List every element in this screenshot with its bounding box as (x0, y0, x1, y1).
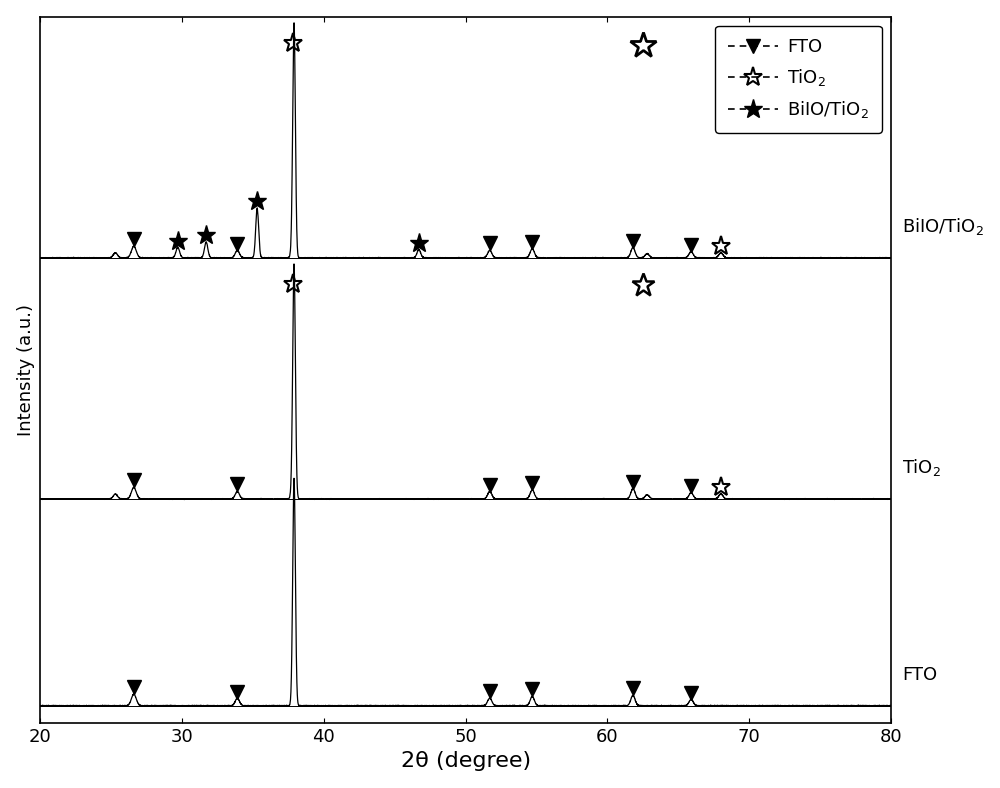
X-axis label: 2θ (degree): 2θ (degree) (401, 751, 531, 771)
Y-axis label: Intensity (a.u.): Intensity (a.u.) (17, 304, 35, 436)
Text: FTO: FTO (902, 666, 937, 684)
Text: BiIO/TiO$_2$: BiIO/TiO$_2$ (902, 217, 984, 237)
Legend: FTO, TiO$_2$, BiIO/TiO$_2$: FTO, TiO$_2$, BiIO/TiO$_2$ (715, 26, 882, 132)
Text: TiO$_2$: TiO$_2$ (902, 458, 941, 478)
